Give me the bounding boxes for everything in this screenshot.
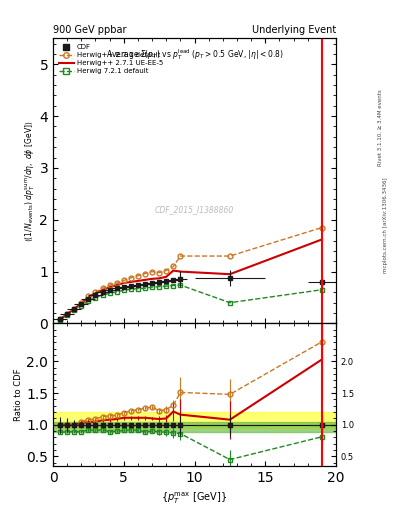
Bar [53, 421, 336, 432]
Y-axis label: Ratio to CDF: Ratio to CDF [15, 369, 24, 421]
Y-axis label: $\langle(1/N_\mathrm{events})\ dp_T^\mathrm{sum}/d\eta,\ d\phi\ [\mathrm{GeV}]\r: $\langle(1/N_\mathrm{events})\ dp_T^\mat… [23, 120, 37, 242]
Text: Average $\Sigma(p_T)$ vs $p_T^\mathrm{lead}$ ($p_T>0.5$ GeV, $|\eta|<0.8$): Average $\Sigma(p_T)$ vs $p_T^\mathrm{le… [106, 47, 283, 62]
Bar [53, 412, 336, 428]
Text: Rivet 3.1.10, ≥ 3.4M events: Rivet 3.1.10, ≥ 3.4M events [378, 90, 383, 166]
Text: Underlying Event: Underlying Event [252, 25, 336, 35]
Text: mcplots.cern.ch [arXiv:1306.3436]: mcplots.cern.ch [arXiv:1306.3436] [383, 178, 387, 273]
Text: CDF_2015_I1388860: CDF_2015_I1388860 [155, 205, 234, 214]
Text: 900 GeV ppbar: 900 GeV ppbar [53, 25, 127, 35]
X-axis label: $\{p_T^\mathrm{max}\ [\mathrm{GeV}]\}$: $\{p_T^\mathrm{max}\ [\mathrm{GeV}]\}$ [162, 490, 228, 506]
Legend: CDF, Herwig++ 2.7.1 default, Herwig++ 2.7.1 UE-EE-5, Herwig 7.2.1 default: CDF, Herwig++ 2.7.1 default, Herwig++ 2.… [57, 42, 165, 76]
